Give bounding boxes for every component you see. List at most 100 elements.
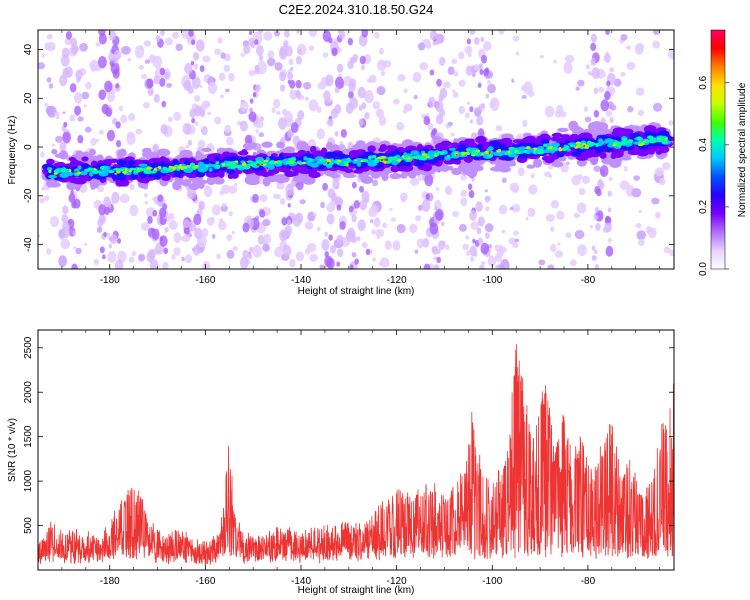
- spectrogram-speckle: [425, 113, 430, 117]
- spectrogram-band-blob: [130, 174, 138, 180]
- spectrogram-band-blob: [128, 170, 133, 172]
- spectrogram-streak: [191, 117, 196, 124]
- spectrogram-band-blob: [302, 175, 316, 185]
- spectrogram-speckle: [397, 74, 406, 82]
- spectrogram-speckle: [619, 180, 630, 191]
- spectrogram-band-blob: [574, 146, 579, 149]
- spectrogram-speckle: [304, 221, 314, 230]
- spectrogram-streak: [192, 52, 200, 61]
- spectrogram-band-blob: [227, 173, 234, 180]
- spectrogram-streak: [334, 76, 344, 90]
- spectrogram-band-blob: [194, 164, 199, 168]
- spectrogram-streak: [600, 99, 610, 112]
- spectrogram-streak: [258, 30, 264, 34]
- spectrogram-streak: [364, 112, 370, 120]
- spectrogram-speckle: [212, 77, 216, 83]
- spectrogram-band-blob: [507, 150, 511, 154]
- spectrogram-band-blob: [150, 162, 159, 167]
- spectrogram-speckle: [120, 114, 128, 123]
- spectrogram-speckle: [231, 230, 236, 235]
- spectrogram-speckle: [168, 220, 178, 230]
- spectrogram-speckle: [458, 105, 466, 115]
- spectrogram-speckle: [548, 164, 554, 170]
- spectrogram-speckle: [556, 210, 565, 220]
- spectrogram-streak: [297, 109, 305, 120]
- spectrogram-streak: [287, 71, 294, 81]
- spectrogram-speckle: [608, 176, 613, 182]
- spectrogram-speckle: [487, 79, 491, 85]
- snr-y-ticks: 500 1000 1500 2000 2500: [23, 336, 674, 534]
- spectrogram-streak: [97, 55, 107, 69]
- spectrogram-speckle: [396, 223, 406, 234]
- spectrogram-band-blob: [475, 165, 484, 171]
- spectrogram-speckle: [273, 98, 281, 109]
- spectrogram-speckle: [173, 247, 181, 256]
- spectrogram-streak: [593, 110, 600, 118]
- spectrogram-band-blob: [599, 152, 607, 159]
- spectrogram-speckle: [515, 51, 520, 56]
- spectrogram-streak: [283, 30, 290, 38]
- spectrogram-streak: [183, 226, 190, 235]
- spectrogram-speckle: [573, 212, 581, 219]
- spectrogram-band-blob: [412, 159, 415, 161]
- spectrogram-streak: [62, 205, 69, 215]
- spectrogram-band-blob: [251, 175, 260, 181]
- spectrogram-streak: [258, 55, 264, 61]
- spectrogram-band-blob: [488, 151, 491, 154]
- snr-frame: [37, 329, 675, 571]
- spectrogram-streak: [160, 30, 165, 37]
- spectrogram-streak: [604, 221, 612, 233]
- spectrogram-speckle: [98, 129, 104, 135]
- spectrogram-speckle: [631, 188, 642, 198]
- spectrogram-band-blob: [604, 148, 615, 153]
- spectrogram-band-blob: [471, 150, 477, 155]
- spectrogram-streak: [436, 78, 442, 87]
- spectrogram-band-blob: [524, 149, 532, 155]
- spectrogram-band-blob: [51, 148, 58, 155]
- spectrogram-streak: [198, 200, 206, 211]
- spectrogram-speckle: [40, 151, 45, 158]
- spectrogram-band-blob: [621, 137, 628, 141]
- spectrogram-streak: [287, 203, 291, 208]
- spectrogram-speckle: [460, 197, 468, 207]
- spectrogram-speckle: [44, 102, 48, 107]
- spectrogram-speckle: [577, 79, 585, 87]
- spectrogram-speckle: [556, 104, 564, 115]
- spectrogram-band-blob: [377, 156, 383, 160]
- spectrogram-streak: [437, 240, 446, 251]
- spectrogram-streak: [470, 132, 477, 141]
- spectrogram-speckle: [299, 199, 306, 205]
- spectrogram-band-blob: [302, 161, 306, 165]
- spectrogram-streak: [184, 62, 193, 75]
- spectrogram-band-blob: [319, 158, 326, 162]
- spectrogram-streak: [605, 245, 614, 257]
- spectrogram-band-blob: [343, 173, 357, 178]
- spectrogram-band-blob: [360, 175, 374, 184]
- spectrogram-streak: [359, 185, 364, 193]
- spectrogram-speckle: [380, 71, 386, 77]
- spectrogram-streak: [354, 258, 359, 265]
- spectrogram-speckle: [452, 89, 456, 93]
- spectrogram-streak: [361, 190, 370, 202]
- spectrogram-band-blob: [371, 154, 377, 158]
- spectrogram-streak: [324, 231, 328, 237]
- spectrogram-band-blob: [162, 166, 168, 170]
- spectrogram-speckle: [417, 42, 426, 51]
- snr-y-tick-label: 1500: [23, 425, 34, 448]
- spectrogram-speckle: [226, 136, 234, 146]
- spectrogram-streak: [114, 259, 124, 269]
- spectrogram-streak: [336, 63, 344, 73]
- spectrogram-streak: [477, 237, 484, 245]
- spectrogram-band-blob: [568, 120, 579, 131]
- spectrogram-speckle: [469, 255, 475, 263]
- spectrogram-streak: [295, 89, 301, 98]
- spectrogram-streak: [73, 46, 78, 53]
- spectrogram-speckle: [577, 173, 583, 180]
- spectrogram-speckle: [240, 100, 249, 112]
- spectrogram-band-blob: [243, 142, 256, 150]
- spectrogram-speckle: [444, 244, 450, 250]
- spectrogram-band-blob: [148, 167, 152, 170]
- spectrogram-speckle: [485, 206, 490, 212]
- spectrogram-speckle: [44, 195, 50, 202]
- spectrogram-band-blob: [323, 163, 328, 166]
